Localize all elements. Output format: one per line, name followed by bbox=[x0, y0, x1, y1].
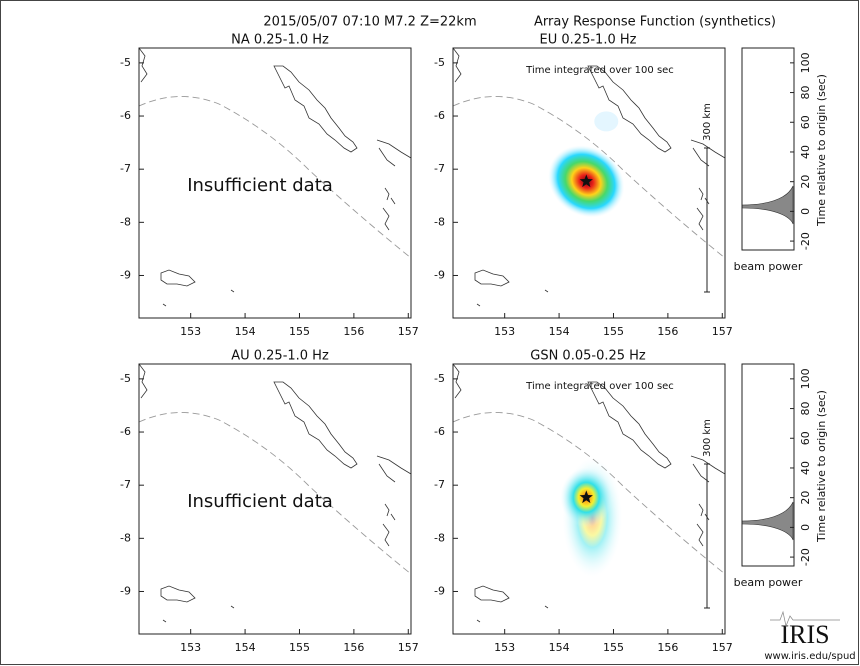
x-tick-label: 153 bbox=[494, 641, 515, 654]
figure-title: Array Response Function (synthetics) bbox=[534, 15, 776, 30]
y-tick-label: -6 bbox=[434, 425, 445, 438]
map-title: GSN 0.05-0.25 Hz bbox=[530, 349, 646, 364]
beam-tick-label: 60 bbox=[799, 431, 812, 445]
x-tick-label: 156 bbox=[657, 641, 678, 654]
y-tick-label: -9 bbox=[434, 268, 445, 281]
beam-tick-label: 20 bbox=[799, 175, 812, 189]
heat-halo bbox=[594, 111, 619, 132]
scale-label: 300 km bbox=[702, 103, 713, 141]
x-tick-label: 154 bbox=[235, 325, 256, 338]
y-tick-label: -6 bbox=[120, 425, 131, 438]
map-frame bbox=[138, 363, 412, 635]
y-tick-label: -7 bbox=[120, 478, 131, 491]
y-tick-label: -9 bbox=[120, 268, 131, 281]
y-tick-label: -8 bbox=[120, 215, 131, 228]
x-tick-label: 155 bbox=[289, 325, 310, 338]
y-tick-label: -5 bbox=[120, 372, 131, 385]
beam-tick-label: 100 bbox=[799, 368, 812, 389]
beam-axis-label: Time relative to origin (sec) bbox=[815, 390, 828, 543]
x-tick-label: 153 bbox=[494, 325, 515, 338]
beam-frame bbox=[741, 363, 795, 567]
beam-curve bbox=[741, 501, 794, 541]
beam-frame bbox=[741, 47, 795, 251]
beam-tick-label: -20 bbox=[799, 548, 812, 566]
map-frame bbox=[452, 47, 726, 319]
map-content bbox=[453, 48, 725, 307]
x-tick-label: 155 bbox=[603, 641, 624, 654]
beam-tick-label: 80 bbox=[799, 402, 812, 416]
map-note: Insufficient data bbox=[187, 175, 333, 196]
map-note: Insufficient data bbox=[187, 491, 333, 512]
map-content bbox=[453, 364, 725, 623]
map-title: EU 0.25-1.0 Hz bbox=[540, 33, 637, 48]
map-frame bbox=[452, 363, 726, 635]
map-frame bbox=[138, 47, 412, 319]
y-tick-label: -7 bbox=[120, 162, 131, 175]
y-tick-label: -5 bbox=[120, 56, 131, 69]
x-tick-label: 157 bbox=[398, 641, 419, 654]
y-tick-label: -9 bbox=[120, 584, 131, 597]
beam-axis-label: Time relative to origin (sec) bbox=[815, 74, 828, 227]
x-tick-label: 157 bbox=[712, 641, 733, 654]
beam-tick-label: 80 bbox=[799, 86, 812, 100]
beam-tick-label: 40 bbox=[799, 461, 812, 475]
beam-curve bbox=[741, 185, 794, 225]
epicenter-star bbox=[579, 490, 593, 504]
logo-wave bbox=[770, 610, 840, 628]
url: www.iris.edu/spud bbox=[764, 651, 855, 662]
x-tick-label: 156 bbox=[343, 641, 364, 654]
map-note: Time integrated over 100 sec bbox=[525, 65, 674, 76]
map-title: AU 0.25-1.0 Hz bbox=[231, 349, 329, 364]
x-tick-label: 156 bbox=[343, 325, 364, 338]
logo: IRIS bbox=[780, 620, 829, 649]
map-note: Time integrated over 100 sec bbox=[525, 381, 674, 392]
scale-label: 300 km bbox=[702, 419, 713, 457]
y-tick-label: -8 bbox=[434, 531, 445, 544]
event-label: 2015/05/07 07:10 M7.2 Z=22km bbox=[263, 15, 476, 30]
x-tick-label: 157 bbox=[398, 325, 419, 338]
beam-tick-label: 20 bbox=[799, 491, 812, 505]
x-tick-label: 154 bbox=[235, 641, 256, 654]
x-tick-label: 154 bbox=[549, 641, 570, 654]
y-tick-label: -9 bbox=[434, 584, 445, 597]
beam-tick-label: 40 bbox=[799, 145, 812, 159]
x-tick-label: 153 bbox=[180, 641, 201, 654]
y-tick-label: -5 bbox=[434, 56, 445, 69]
x-tick-label: 156 bbox=[657, 325, 678, 338]
y-tick-label: -6 bbox=[434, 109, 445, 122]
beam-tick-label: 0 bbox=[799, 524, 812, 531]
y-tick-label: -8 bbox=[120, 531, 131, 544]
x-tick-label: 155 bbox=[289, 641, 310, 654]
y-tick-label: -7 bbox=[434, 478, 445, 491]
beam-tick-label: 100 bbox=[799, 52, 812, 73]
y-tick-label: -7 bbox=[434, 162, 445, 175]
x-tick-label: 157 bbox=[712, 325, 733, 338]
y-tick-label: -6 bbox=[120, 109, 131, 122]
map-title: NA 0.25-1.0 Hz bbox=[231, 33, 329, 48]
beam-tick-label: 60 bbox=[799, 115, 812, 129]
beam-tick-label: -20 bbox=[799, 232, 812, 250]
epicenter-star bbox=[579, 174, 593, 188]
beam-tick-label: 0 bbox=[799, 208, 812, 215]
x-tick-label: 153 bbox=[180, 325, 201, 338]
y-tick-label: -5 bbox=[434, 372, 445, 385]
beam-label: beam power bbox=[734, 260, 803, 273]
x-tick-label: 155 bbox=[603, 325, 624, 338]
y-tick-label: -8 bbox=[434, 215, 445, 228]
beam-label: beam power bbox=[734, 576, 803, 589]
x-tick-label: 154 bbox=[549, 325, 570, 338]
